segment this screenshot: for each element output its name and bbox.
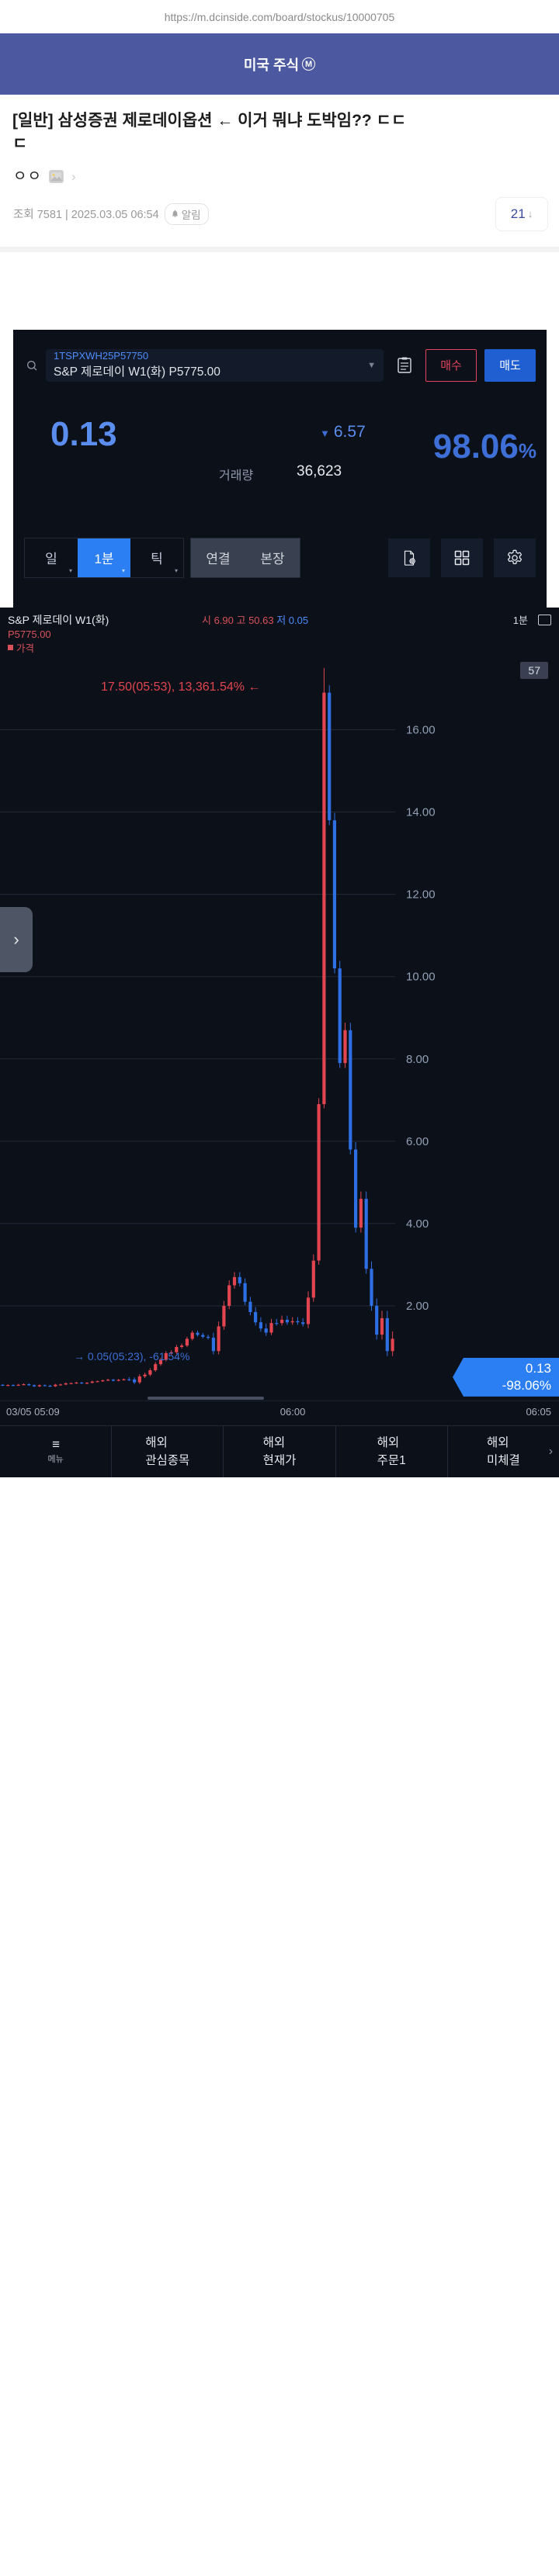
svg-text:12.00: 12.00: [406, 888, 436, 901]
svg-text:6.00: 6.00: [406, 1135, 429, 1148]
svg-text:16.00: 16.00: [406, 723, 436, 736]
svg-text:10.00: 10.00: [406, 971, 436, 984]
svg-text:8.00: 8.00: [406, 1053, 429, 1066]
svg-text:4.00: 4.00: [406, 1217, 429, 1231]
svg-text:2.00: 2.00: [406, 1300, 429, 1313]
svg-text:14.00: 14.00: [406, 805, 436, 819]
